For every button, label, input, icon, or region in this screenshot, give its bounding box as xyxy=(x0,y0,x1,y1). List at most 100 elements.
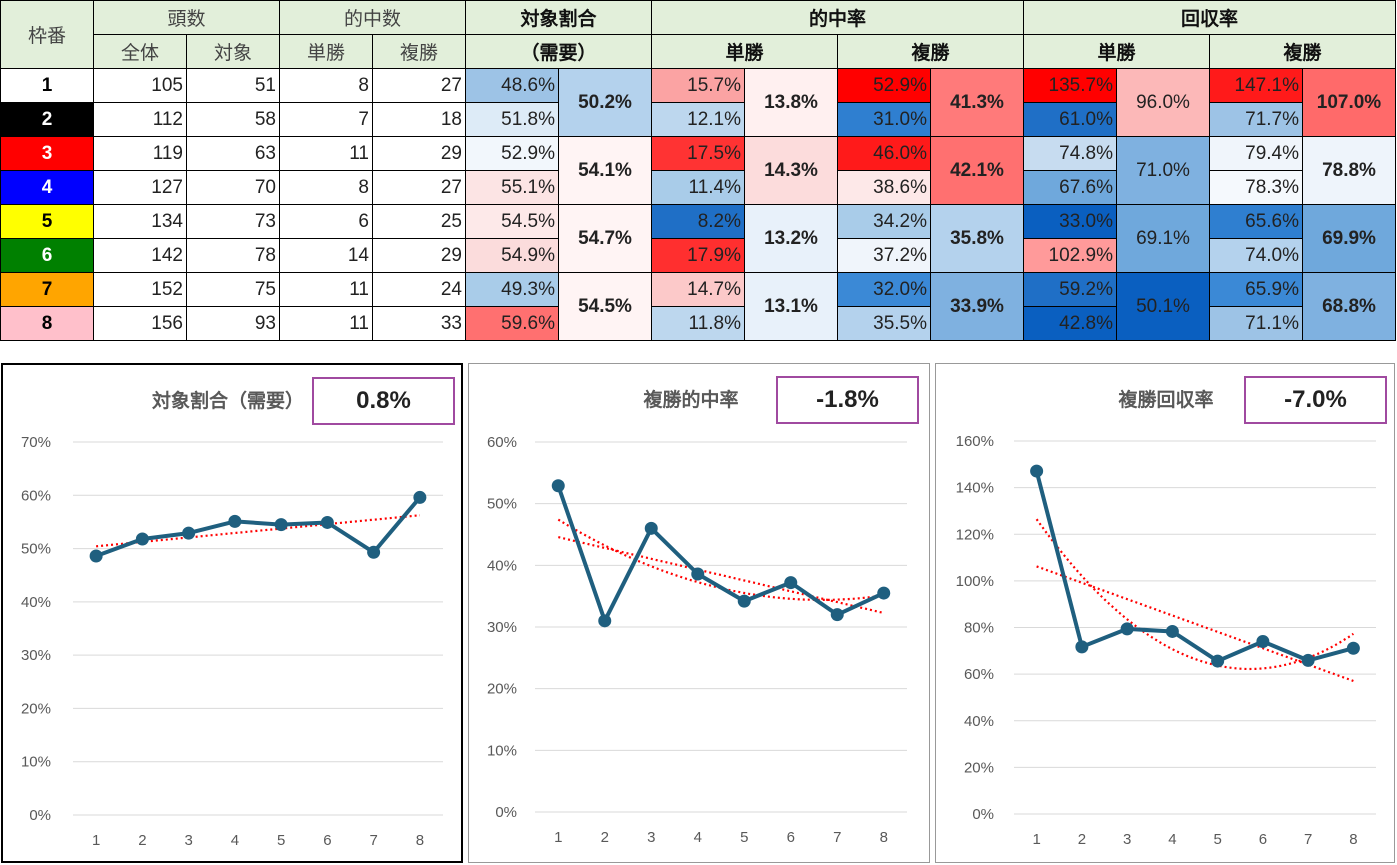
win-return-pair-cell: 96.0% xyxy=(1116,68,1210,137)
data-point xyxy=(598,614,612,628)
place-hit-line-chart: 複勝的中率 0% 10% 20% 30% 40% 50% 60% 1 2 3 4 5 6 7 8 xyxy=(487,388,907,846)
data-point xyxy=(367,545,381,559)
table-row: 2 112 58 7 18 51.8% 12.1% 31.0% 61.0% 71.7% xyxy=(0,102,1396,137)
win-hits-cell: 11 xyxy=(279,136,373,171)
x-tick-label: 5 xyxy=(277,832,285,849)
target-count-cell: 73 xyxy=(186,204,280,239)
win-hit-pair-cell: 14.3% xyxy=(744,136,838,205)
place-hit-pair-cell: 35.8% xyxy=(930,204,1024,273)
place-hit-rate-cell: 32.0% xyxy=(837,272,931,307)
win-return-pair-cell: 50.1% xyxy=(1116,272,1210,341)
place-hits-cell: 25 xyxy=(372,204,466,239)
place-hit-pair-cell: 33.9% xyxy=(930,272,1024,341)
y-tick-label: 70% xyxy=(21,434,51,451)
place-return-rate-cell: 74.0% xyxy=(1209,238,1303,273)
x-tick-label: 5 xyxy=(740,829,748,846)
place-hit-rate-cell: 31.0% xyxy=(837,102,931,137)
win-hit-rate-cell: 17.9% xyxy=(651,238,745,273)
place-hit-slope-badge: -1.8% xyxy=(776,376,919,424)
x-tick-label: 4 xyxy=(694,829,702,846)
table-row: 5 134 73 6 25 54.5% 54.7% 8.2% 13.2% 34.2% 35.8% 33… xyxy=(0,204,1396,273)
win-hits-cell: 6 xyxy=(279,204,373,239)
x-tick-label: 3 xyxy=(1123,831,1131,848)
x-tick-label: 7 xyxy=(833,829,841,846)
table-row: 3 119 63 11 29 52.9% 54.1% 17.5% 14.3% 46.0% 42.1%… xyxy=(0,136,1396,205)
header-hit-rate: 的中率 xyxy=(651,0,1024,35)
chart-title: 複勝的中率 xyxy=(642,388,738,411)
chart-panel-ratio: 0.8% 対象割合（需要） 0% 10% 20% 30% 40% 50% 60% 70% 1 2 3 4… xyxy=(1,363,463,863)
ratio-slope-badge: 0.8% xyxy=(312,377,455,425)
x-tick-label: 1 xyxy=(92,832,100,849)
frame-number-cell: 3 xyxy=(0,136,94,171)
table-row: 7 152 75 11 24 49.3% 54.5% 14.7% 13.1% 32.0% 33.9%… xyxy=(0,272,1396,341)
win-hit-rate-cell: 17.5% xyxy=(651,136,745,171)
data-point xyxy=(737,594,751,608)
header-row-1: 枠番 頭数 的中数 対象割合 的中率 回収率 xyxy=(0,0,1396,69)
series-line xyxy=(95,496,422,558)
y-tick-label: 60% xyxy=(487,434,517,451)
win-return-rate-cell: 42.8% xyxy=(1023,306,1117,341)
y-tick-label: 80% xyxy=(964,620,994,637)
target-count-cell: 93 xyxy=(186,306,280,341)
series-line xyxy=(1034,470,1354,664)
frame-number-cell: 5 xyxy=(0,204,94,239)
target-count-cell: 51 xyxy=(186,68,280,103)
x-tick-label: 3 xyxy=(184,832,192,849)
ratio-pair-cell: 54.1% xyxy=(558,136,652,205)
win-return-rate-cell: 102.9% xyxy=(1023,238,1117,273)
target-count-cell: 70 xyxy=(186,170,280,205)
data-point xyxy=(1030,464,1044,478)
x-tick-label: 2 xyxy=(1078,831,1086,848)
place-return-rate-cell: 71.7% xyxy=(1209,102,1303,137)
y-tick-label: 50% xyxy=(487,496,517,513)
y-tick-label: 60% xyxy=(21,487,51,504)
table-body: 1 105 51 8 27 48.6% 50.2% 15.7% 13.8% 52.9% 41.3% 1… xyxy=(0,68,1396,341)
place-return-pair-cell: 107.0% xyxy=(1302,68,1396,137)
header-hits: 的中数 xyxy=(279,0,466,35)
data-point xyxy=(830,608,844,622)
win-return-rate-cell: 61.0% xyxy=(1023,102,1117,137)
win-return-rate-cell: 67.6% xyxy=(1023,170,1117,205)
y-tick-label: 100% xyxy=(956,573,994,590)
header-target: 対象 xyxy=(186,34,280,69)
frame-number-cell: 7 xyxy=(0,272,94,307)
place-hit-rate-cell: 37.2% xyxy=(837,238,931,273)
ratio-pair-cell: 50.2% xyxy=(558,68,652,137)
header-hit-win: 単勝 xyxy=(651,34,838,69)
place-hits-cell: 27 xyxy=(372,170,466,205)
ratio-cell: 54.9% xyxy=(465,238,559,273)
place-return-pair-cell: 68.8% xyxy=(1302,272,1396,341)
place-return-rate-cell: 78.3% xyxy=(1209,170,1303,205)
stats-table-container: 枠番 頭数 的中数 対象割合 的中率 回収率 全体 対象 単勝 複勝 （需要） … xyxy=(0,0,1396,341)
ratio-cell: 52.9% xyxy=(465,136,559,171)
data-point xyxy=(644,521,658,535)
header-ratio-sub: （需要） xyxy=(465,34,652,69)
x-tick-label: 6 xyxy=(787,829,795,846)
x-tick-label: 8 xyxy=(880,829,888,846)
chart-panel-place-hit: -1.8% 複勝的中率 0% 10% 20% 30% 40% 50% 60% 1 2 3 4 5 6 7 8 xyxy=(468,363,930,863)
header-ret-win: 単勝 xyxy=(1023,34,1210,69)
place-return-rate-cell: 65.9% xyxy=(1209,272,1303,307)
data-point xyxy=(413,490,427,504)
win-hits-cell: 14 xyxy=(279,238,373,273)
data-point xyxy=(182,526,196,540)
table-row: 1 105 51 8 27 48.6% 50.2% 15.7% 13.8% 52.9% 41.3% 1… xyxy=(0,68,1396,137)
data-point xyxy=(551,479,565,493)
place-hit-rate-cell: 38.6% xyxy=(837,170,931,205)
x-tick-label: 1 xyxy=(554,829,562,846)
place-return-rate-cell: 65.6% xyxy=(1209,204,1303,239)
header-ret-place: 複勝 xyxy=(1209,34,1396,69)
frame-number-cell: 1 xyxy=(0,68,94,103)
place-hits-cell: 18 xyxy=(372,102,466,137)
place-hits-cell: 29 xyxy=(372,136,466,171)
x-tick-label: 5 xyxy=(1213,831,1221,848)
x-tick-label: 6 xyxy=(1259,831,1267,848)
place-hits-cell: 29 xyxy=(372,238,466,273)
place-return-pair-cell: 69.9% xyxy=(1302,204,1396,273)
ratio-cell: 54.5% xyxy=(465,204,559,239)
chart-title: 対象割合（需要） xyxy=(151,389,304,412)
y-tick-label: 20% xyxy=(964,759,994,776)
table-row: 6 142 78 14 29 54.9% 17.9% 37.2% 102.9% 74.0% xyxy=(0,238,1396,273)
total-count-cell: 156 xyxy=(93,306,187,341)
total-count-cell: 127 xyxy=(93,170,187,205)
